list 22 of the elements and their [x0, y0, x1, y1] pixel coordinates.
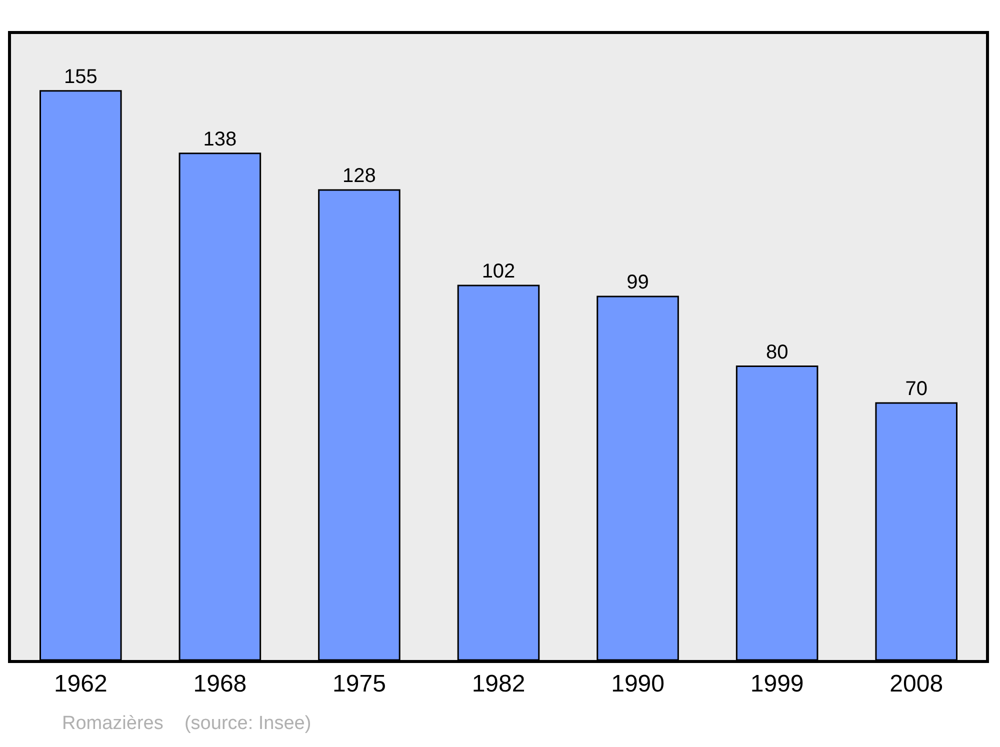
data-label: 128 — [342, 165, 376, 188]
x-tick-label: 1968 — [193, 670, 247, 698]
x-tick-label: 1990 — [611, 670, 664, 698]
bar — [736, 366, 818, 660]
bar — [40, 90, 122, 660]
x-tick-label: 1962 — [54, 670, 108, 698]
text: Romazières (source: Insee) — [62, 713, 312, 734]
bar — [457, 284, 540, 660]
x-tick-label: 1982 — [472, 670, 526, 698]
data-label: 80 — [766, 341, 788, 364]
data-label: 102 — [482, 260, 516, 282]
data-label: 155 — [64, 66, 98, 88]
x-tick-label: 1975 — [332, 670, 386, 698]
data-label: 99 — [626, 272, 649, 294]
bar — [178, 152, 262, 660]
x-tick-label: 1999 — [750, 670, 804, 698]
data-label: 138 — [203, 128, 237, 150]
x-tick-label: 2008 — [890, 670, 944, 698]
bar — [596, 296, 679, 660]
bar — [318, 189, 400, 660]
bar — [875, 402, 958, 660]
data-label: 70 — [905, 378, 928, 400]
